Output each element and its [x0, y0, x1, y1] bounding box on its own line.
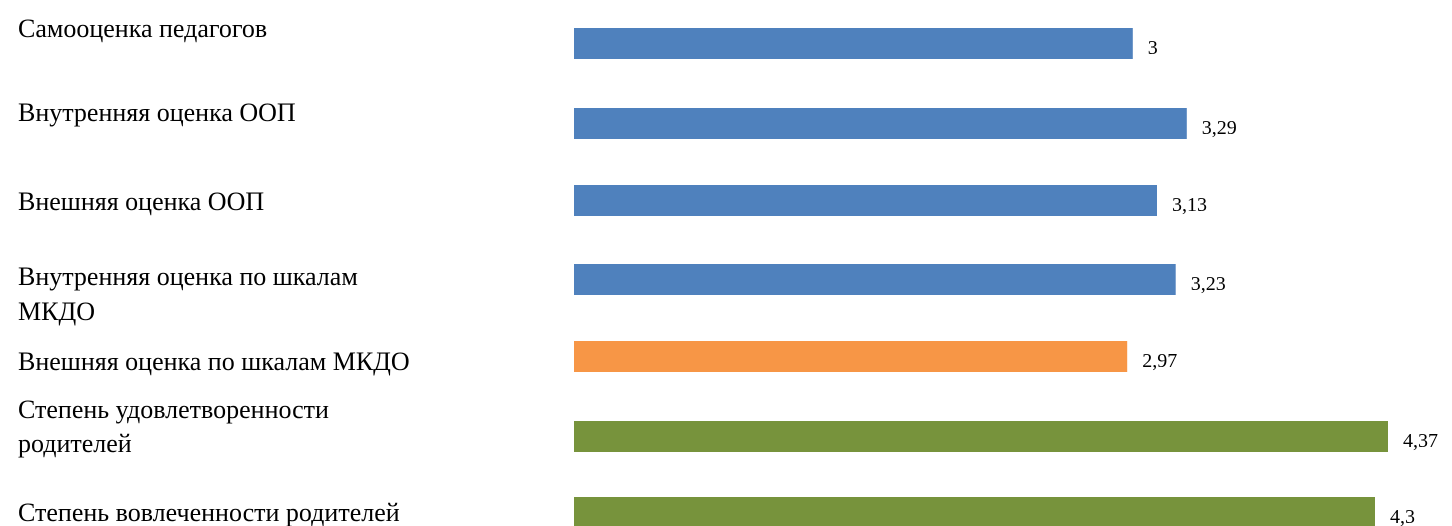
category-label: Степень удовлетворенности родителей	[18, 395, 329, 458]
bar	[574, 28, 1133, 59]
category-label-line: родителей	[18, 429, 132, 458]
category-label: Самооценка педагогов	[18, 14, 267, 43]
category-label: Внешняя оценка ООП	[18, 187, 264, 216]
category-label-line: Внешняя оценка ООП	[18, 187, 264, 216]
category-label-line: Степень вовлеченности родителей	[18, 498, 400, 526]
category-label: Внутренняя оценка ООП	[18, 98, 296, 127]
data-label: 2,97	[1142, 350, 1177, 372]
category-label-line: Самооценка педагогов	[18, 14, 267, 43]
category-label-line: МКДО	[18, 297, 95, 326]
bar	[574, 341, 1128, 372]
data-label: 3,13	[1172, 194, 1207, 216]
data-label: 3,23	[1191, 273, 1226, 295]
category-label: Внутренняя оценка по шкалам МКДО	[18, 262, 358, 326]
bar	[574, 497, 1375, 526]
category-label-line: Внешняя оценка по шкалам МКДО	[18, 347, 410, 376]
bar	[574, 264, 1176, 295]
category-label-line: Внутренняя оценка по шкалам	[18, 262, 358, 291]
category-label: Степень вовлеченности родителей	[18, 498, 400, 526]
bar	[574, 185, 1157, 216]
category-label-line: Степень удовлетворенности	[18, 395, 329, 424]
category-label-line: Внутренняя оценка ООП	[18, 98, 296, 127]
data-label: 4,3	[1390, 506, 1415, 526]
data-label: 4,37	[1403, 430, 1438, 452]
data-label: 3,29	[1202, 117, 1237, 139]
category-label: Внешняя оценка по шкалам МКДО	[18, 347, 410, 376]
bar	[574, 421, 1388, 452]
bar	[574, 108, 1187, 139]
data-label: 3	[1148, 37, 1158, 59]
